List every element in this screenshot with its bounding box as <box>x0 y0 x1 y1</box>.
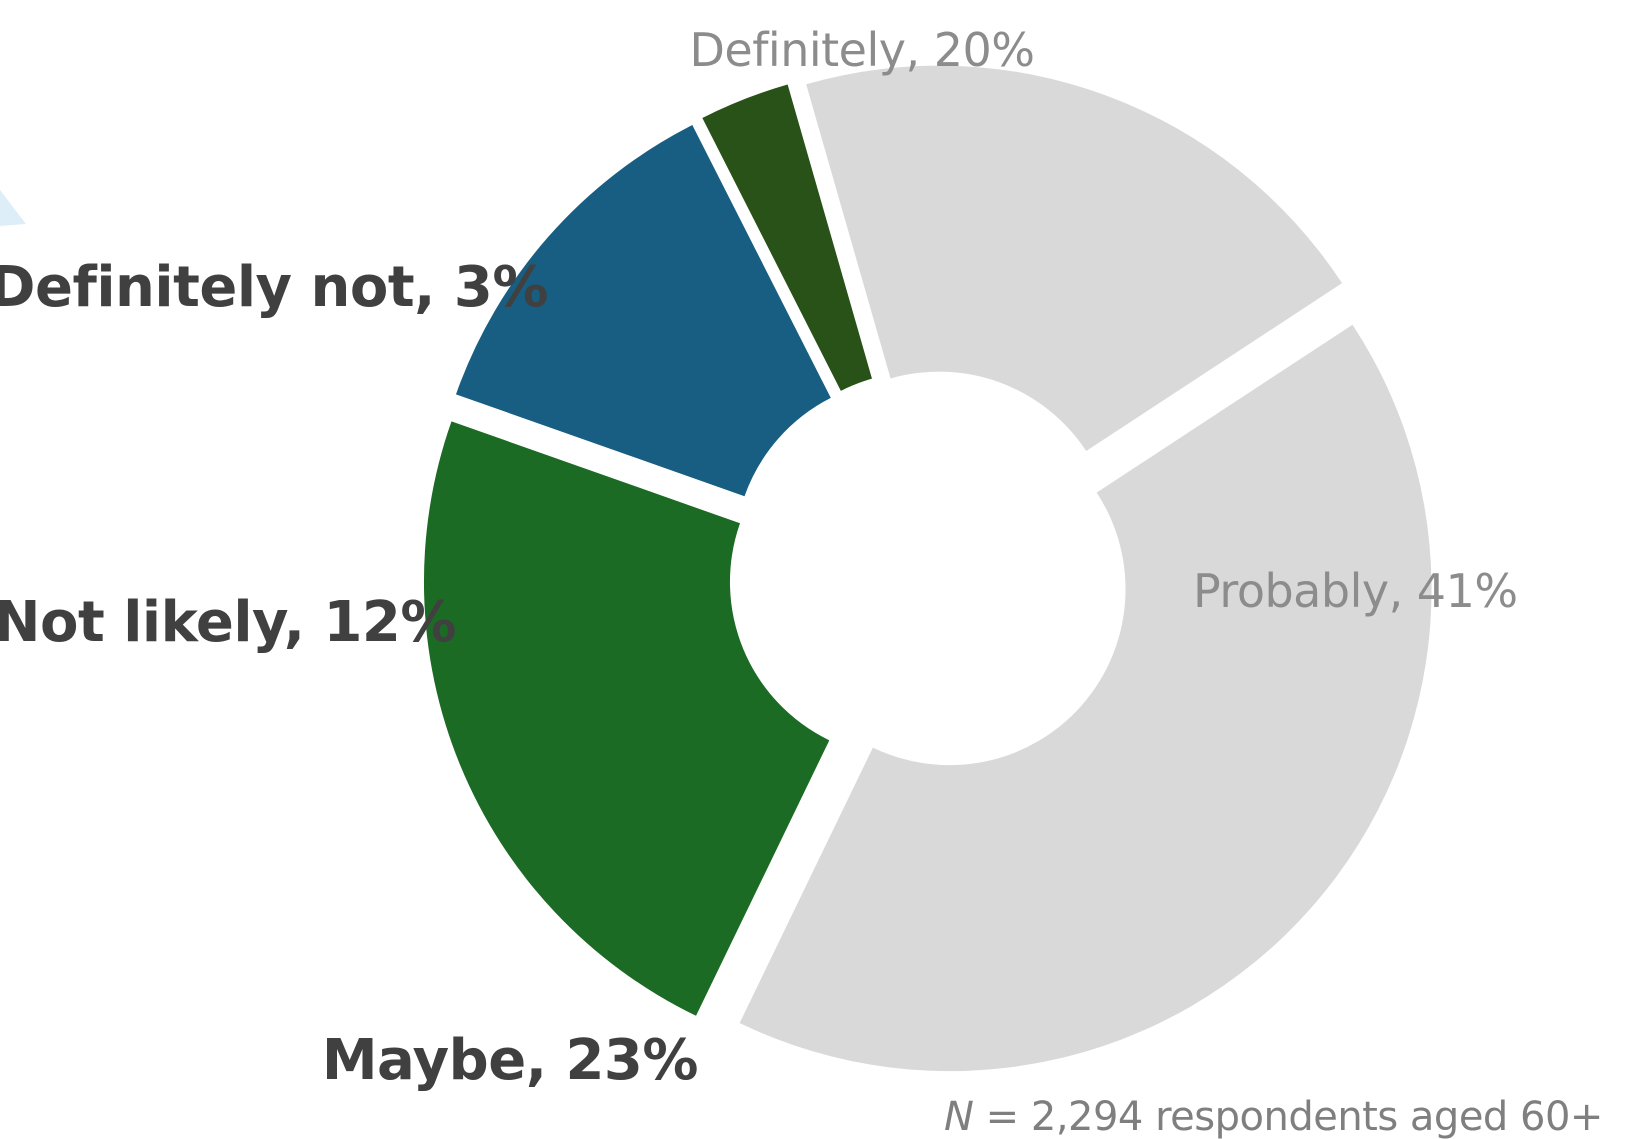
slice-label-maybe: Maybe, 23% <box>322 1028 698 1093</box>
slice-label-definitely-not: Definitely not, 3% <box>0 255 548 320</box>
donut-slice-definitely-not <box>702 84 872 391</box>
slice-label-probably: Probably, 41% <box>1193 564 1518 618</box>
donut-slices <box>423 65 1432 1072</box>
sample-size-note: N = 2,294 respondents aged 60+ <box>944 1094 1603 1139</box>
donut-slice-definitely <box>806 65 1343 452</box>
donut-slice-maybe <box>423 421 830 1016</box>
donut-slice-probably <box>739 324 1432 1072</box>
donut-slice-not-likely <box>455 125 831 497</box>
slice-label-definitely: Definitely, 20% <box>690 23 1035 77</box>
corner-accent-shape <box>0 190 26 226</box>
sample-size-text: = 2,294 respondents aged 60+ <box>973 1094 1604 1139</box>
slice-label-not-likely: Not likely, 12% <box>0 590 456 655</box>
slice-labels: Definitely, 20% Probably, 41% Maybe, 23% No… <box>0 23 1518 1093</box>
sample-size-symbol: N <box>944 1094 974 1139</box>
